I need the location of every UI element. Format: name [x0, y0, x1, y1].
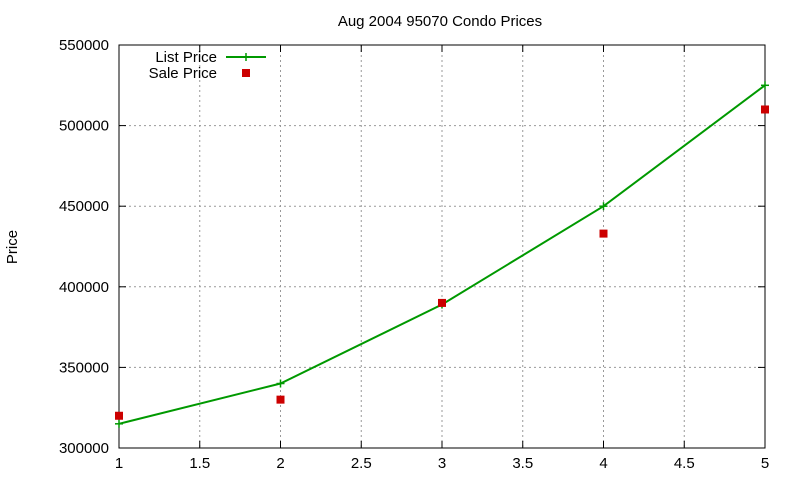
y-tick-label: 300000	[59, 440, 109, 457]
grid-lines	[119, 45, 765, 448]
x-tick-label: 5	[761, 455, 769, 472]
x-tick-label: 2.5	[351, 455, 372, 472]
legend-label: Sale Price	[149, 65, 217, 82]
y-tick-label: 350000	[59, 359, 109, 376]
data-point-list-price	[276, 379, 285, 388]
series-layer	[115, 81, 769, 428]
data-point-sale-price	[276, 395, 285, 404]
x-tick-label: 2	[276, 455, 284, 472]
y-tick-label: 500000	[59, 118, 109, 135]
x-tick-label: 3.5	[512, 455, 533, 472]
data-point-sale-price	[438, 298, 446, 307]
data-point-sale-price	[761, 105, 769, 114]
data-point-sale-price	[599, 229, 608, 238]
x-tick-label: 4.5	[674, 455, 695, 472]
legend-label: List Price	[155, 49, 217, 66]
data-point-sale-price	[115, 411, 123, 420]
y-axis-label: Price	[4, 230, 21, 264]
legend-marker	[242, 53, 250, 61]
y-tick-label: 400000	[59, 279, 109, 296]
x-tick-label: 1.5	[189, 455, 210, 472]
chart-title: Aug 2004 95070 Condo Prices	[338, 13, 542, 30]
x-tick-label: 3	[438, 455, 446, 472]
y-tick-label: 450000	[59, 198, 109, 215]
data-point-list-price	[115, 419, 123, 428]
data-point-list-price	[761, 81, 769, 90]
x-tick-label: 1	[115, 455, 123, 472]
x-tick-label: 4	[599, 455, 607, 472]
legend-marker	[242, 69, 250, 77]
y-tick-label: 550000	[59, 37, 109, 54]
data-point-list-price	[599, 202, 608, 211]
axis-ticks: 1 1.5 2 2.5 3 3.5 4 4.5 5 300000 350000 400000 45000…	[59, 37, 769, 472]
